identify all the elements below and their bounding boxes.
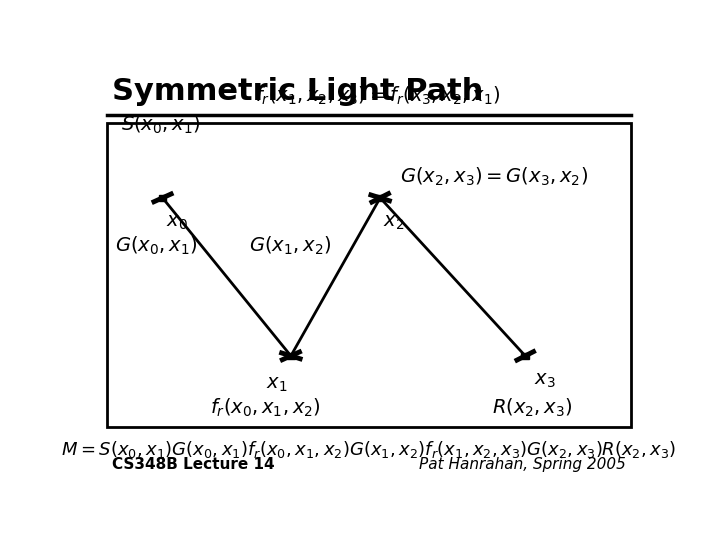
Text: $G(x_1,x_2)$: $G(x_1,x_2)$ — [249, 234, 331, 257]
Text: $x_2$: $x_2$ — [384, 214, 405, 232]
Text: Symmetric Light Path: Symmetric Light Path — [112, 77, 484, 106]
Text: $M = S(x_0,x_1)G(x_0,x_1)f_r(x_0,x_1,x_2)G(x_1,x_2)f_r(x_1,x_2,x_3)G(x_2,x_3)R(x: $M = S(x_0,x_1)G(x_0,x_1)f_r(x_0,x_1,x_2… — [61, 439, 677, 460]
Text: $x_1$: $x_1$ — [266, 376, 287, 394]
Bar — [158, 195, 166, 201]
Bar — [107, 123, 631, 427]
Text: $x_3$: $x_3$ — [534, 372, 556, 390]
Text: $S(x_0,x_1)$: $S(x_0,x_1)$ — [121, 114, 200, 136]
Text: $x_0$: $x_0$ — [166, 214, 187, 232]
Text: $G(x_2,x_3) = G(x_3,x_2)$: $G(x_2,x_3) = G(x_3,x_2)$ — [400, 166, 588, 188]
Text: $f_r(x_1,x_2,x_3) = f_r(x_3,x_2,x_1)$: $f_r(x_1,x_2,x_3) = f_r(x_3,x_2,x_1)$ — [255, 85, 500, 107]
Bar — [521, 353, 529, 359]
Text: $R(x_2,x_3)$: $R(x_2,x_3)$ — [492, 397, 572, 419]
Text: CS348B Lecture 14: CS348B Lecture 14 — [112, 457, 275, 472]
Bar — [377, 195, 384, 201]
Text: $G(x_0,x_1)$: $G(x_0,x_1)$ — [115, 234, 197, 257]
Text: $f_r(x_0,x_1,x_2)$: $f_r(x_0,x_1,x_2)$ — [210, 397, 321, 419]
Text: Pat Hanrahan, Spring 2005: Pat Hanrahan, Spring 2005 — [419, 457, 626, 472]
Bar — [287, 353, 294, 359]
